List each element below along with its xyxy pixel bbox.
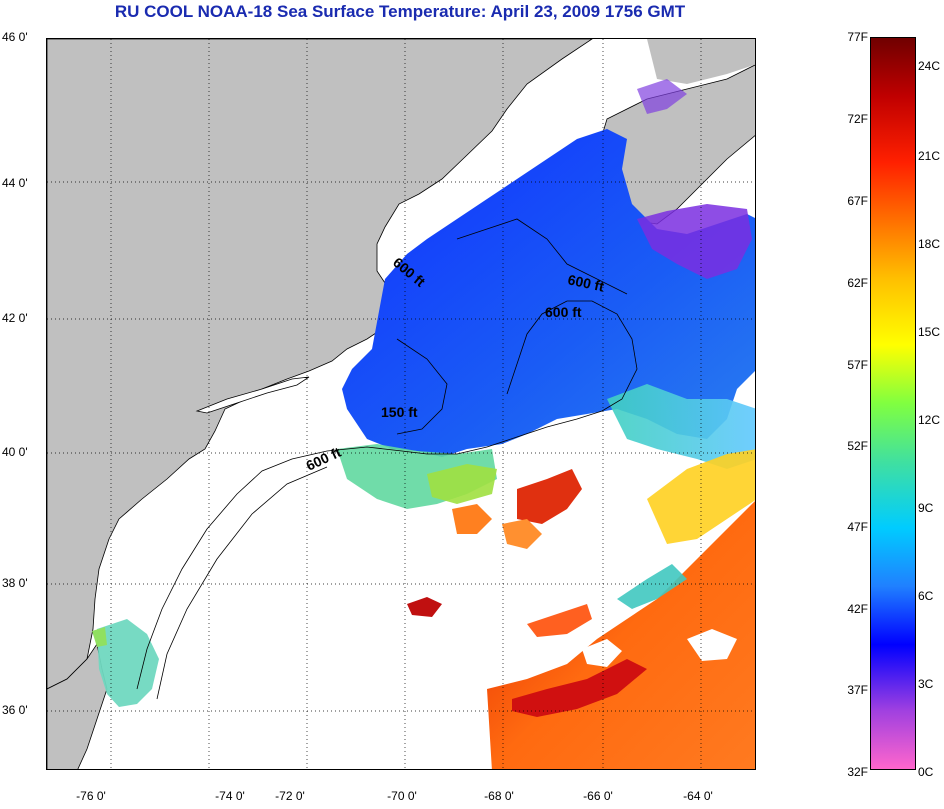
sst-cold-water [342,129,755,457]
land-long-island [195,376,310,414]
colorbar-f-label: 52F [847,439,868,453]
lat-label-46: 46 0' [2,30,28,44]
colorbar-c-label: 6C [918,589,934,603]
sst-warm-eddy-1 [517,469,582,524]
lon-label-64: -64 0' [683,789,713,803]
colorbar-c-label: 15C [918,325,941,339]
lon-label-72: -72 0' [275,789,305,803]
colorbar-f-label: 32F [847,765,868,779]
lat-label-44: 44 0' [2,176,28,190]
map-title: RU COOL NOAA-18 Sea Surface Temperature:… [114,2,686,21]
colorbar-c-label: 24C [918,59,941,73]
colorbar-c-label: 9C [918,501,934,515]
colorbar-f-label: 77F [847,30,868,44]
colorbar-f-label: 37F [847,683,868,697]
colorbar-f-label: 47F [847,520,868,534]
contour-label-600ft-3: 600 ft [545,304,582,320]
contour-label-150ft: 150 ft [381,404,418,420]
lat-label-40: 40 0' [2,445,28,459]
lon-label-66: -66 0' [583,789,613,803]
colorbar-f-label: 72F [847,112,868,126]
colorbar-c-label: 12C [918,413,941,427]
lat-label-38: 38 0' [2,576,28,590]
sst-map-canvas: 600 ft 600 ft 600 ft 150 ft 600 ft [47,39,755,769]
land-northeast [47,39,593,690]
lat-label-42: 42 0' [2,311,28,325]
sst-front [607,384,755,469]
lon-label-68: -68 0' [484,789,514,803]
lon-label-70: -70 0' [387,789,417,803]
lat-label-36: 36 0' [2,703,28,717]
contour-label-600ft-4: 600 ft [304,444,344,474]
colorbar-f-label: 42F [847,602,868,616]
colorbar-f-label: 62F [847,276,868,290]
colorbar-c-label: 21C [918,149,941,163]
land-canada [647,39,755,84]
sst-purple-patch [637,204,752,279]
temperature-colorbar [870,37,916,770]
lon-label-76: -76 0' [76,789,106,803]
sst-chesapeake [97,619,159,707]
bathymetry-contours [136,218,638,700]
colorbar-c-label: 0C [918,765,934,779]
sst-map: 600 ft 600 ft 600 ft 150 ft 600 ft [46,38,756,770]
colorbar-c-label: 3C [918,677,934,691]
lon-label-74: -74 0' [215,789,245,803]
colorbar-f-label: 57F [847,358,868,372]
colorbar-c-label: 18C [918,237,941,251]
colorbar-f-label: 67F [847,194,868,208]
contour-label-600ft-2: 600 ft [566,271,605,294]
